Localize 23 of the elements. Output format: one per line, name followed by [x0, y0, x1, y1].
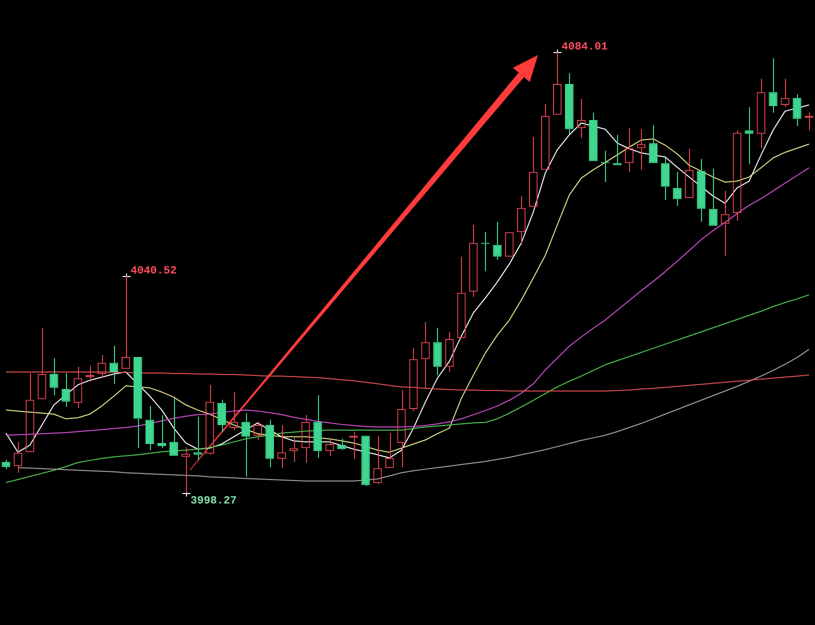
- candlestick: [146, 405, 154, 451]
- annotation: 4084.01: [562, 41, 608, 54]
- candlestick: [648, 124, 658, 164]
- candlestick: [217, 399, 226, 433]
- candlestick: [337, 438, 346, 451]
- candlestick: [361, 436, 370, 487]
- candlestick: [2, 459, 10, 470]
- candlestick: [708, 168, 718, 226]
- candlestick: [792, 94, 802, 127]
- candlestick: [265, 419, 274, 468]
- candlestick: [660, 158, 670, 201]
- candlestick: [588, 112, 598, 162]
- candlestick: [744, 106, 754, 165]
- candlestick: [134, 357, 142, 449]
- candlestick: [241, 412, 250, 478]
- candlestick: [696, 158, 706, 222]
- candlestick: [433, 327, 442, 376]
- candlestick: [157, 414, 166, 449]
- candlestick: [193, 416, 202, 460]
- candlestick: [564, 72, 574, 134]
- candlestick: [313, 394, 322, 458]
- annotation: 4040.52: [130, 265, 177, 278]
- text: 3998.27: [190, 495, 237, 508]
